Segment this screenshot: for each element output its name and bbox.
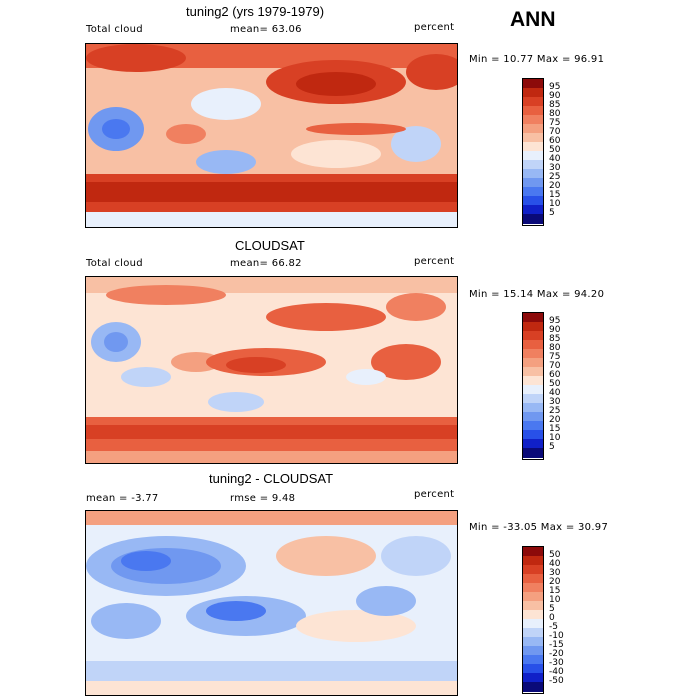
panel3-cbar-label: 30	[549, 568, 561, 578]
panel1-units-label: percent	[414, 22, 455, 33]
panel1-cbar-label: 75	[549, 118, 561, 128]
panel2-cbar-label: 80	[549, 343, 561, 353]
panel3-mean-label: mean = -3.77	[86, 493, 159, 504]
panel1-cbar-label: 40	[549, 154, 561, 164]
panel2-cbar-label: 60	[549, 370, 561, 380]
panel3-rmse-label: rmse = 9.48	[230, 493, 296, 504]
panel3-cbar-label: 20	[549, 577, 561, 587]
panel1-variable-label: Total cloud	[86, 24, 143, 35]
panel3-cbar-label: -50	[549, 676, 564, 686]
panel2-cbar-label: 75	[549, 352, 561, 362]
panel1-cbar-label: 80	[549, 109, 561, 119]
panel1-cbar-label: 85	[549, 100, 561, 110]
panel3-colorbar	[522, 546, 544, 694]
panel2-cbar-label: 25	[549, 406, 561, 416]
panel3-cbar-label: 50	[549, 550, 561, 560]
panel1-field	[86, 44, 457, 227]
panel3-cbar-label: -20	[549, 649, 564, 659]
panel2-minmax: Min = 15.14 Max = 94.20	[469, 289, 605, 300]
panel2-units-label: percent	[414, 256, 455, 267]
panel1-cbar-label: 10	[549, 199, 561, 209]
panel3-cbar-label: 10	[549, 595, 561, 605]
panel1-cbar-label: 60	[549, 136, 561, 146]
panel3-cbar-label: -30	[549, 658, 564, 668]
panel1-cbar-label: 30	[549, 163, 561, 173]
panel3-units-label: percent	[414, 489, 455, 500]
panel2-cbar-label: 85	[549, 334, 561, 344]
panel3-title: tuning2 - CLOUDSAT	[209, 471, 334, 486]
panel3-cbar-label: -10	[549, 631, 564, 641]
panel1-cbar-label: 50	[549, 145, 561, 155]
panel1-cbar-label: 95	[549, 82, 561, 92]
panel2-cbar-label: 50	[549, 379, 561, 389]
panel2-cbar-label: 5	[549, 442, 555, 452]
panel1-map	[85, 43, 458, 228]
panel2-cbar-label: 70	[549, 361, 561, 371]
panel3-cbar-label: 0	[549, 613, 555, 623]
panel1-title: tuning2 (yrs 1979-1979)	[186, 4, 325, 19]
panel3-cbar-label: -5	[549, 622, 558, 632]
panel3-cbar-label: -15	[549, 640, 564, 650]
panel3-cbar-label: 5	[549, 604, 555, 614]
season-label: ANN	[510, 8, 556, 31]
panel2-map	[85, 276, 458, 464]
panel3-minmax: Min = -33.05 Max = 30.97	[469, 522, 609, 533]
panel2-title: CLOUDSAT	[235, 238, 305, 253]
panel1-mean-label: mean= 63.06	[230, 24, 302, 35]
panel1-minmax: Min = 10.77 Max = 96.91	[469, 54, 605, 65]
panel2-variable-label: Total cloud	[86, 258, 143, 269]
panel3-field	[86, 511, 457, 695]
panel2-cbar-label: 40	[549, 388, 561, 398]
panel2-colorbar	[522, 312, 544, 460]
panel3-map	[85, 510, 458, 696]
panel2-cbar-label: 90	[549, 325, 561, 335]
panel1-cbar-label: 15	[549, 190, 561, 200]
panel3-cbar-label: 40	[549, 559, 561, 569]
panel1-cbar-label: 90	[549, 91, 561, 101]
panel2-cbar-label: 20	[549, 415, 561, 425]
panel1-cbar-label: 5	[549, 208, 555, 218]
panel2-cbar-label: 15	[549, 424, 561, 434]
panel2-cbar-label: 10	[549, 433, 561, 443]
panel3-cbar-label: 15	[549, 586, 561, 596]
panel2-cbar-label: 95	[549, 316, 561, 326]
panel2-cbar-label: 30	[549, 397, 561, 407]
panel2-mean-label: mean= 66.82	[230, 258, 302, 269]
panel2-field	[86, 277, 457, 463]
panel3-cbar-label: -40	[549, 667, 564, 677]
panel1-cbar-label: 70	[549, 127, 561, 137]
panel1-cbar-label: 25	[549, 172, 561, 182]
panel1-cbar-label: 20	[549, 181, 561, 191]
panel1-colorbar	[522, 78, 544, 226]
